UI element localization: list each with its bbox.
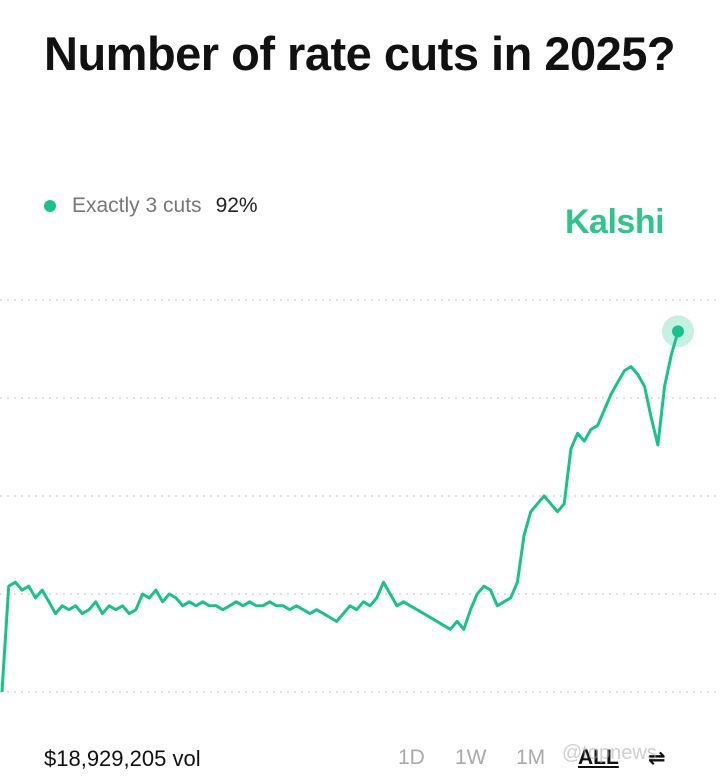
legend-series-label: Exactly 3 cuts (72, 194, 202, 217)
range-all-button[interactable]: ALL (578, 746, 619, 769)
endpoint-marker (672, 325, 684, 338)
range-1d-button[interactable]: 1D (398, 746, 425, 769)
price-chart[interactable] (0, 280, 720, 700)
range-1m-button[interactable]: 1M (516, 746, 546, 769)
legend-series-value: 92% (215, 194, 258, 217)
brand-logo: Kalshi (565, 203, 665, 241)
chart-series (0, 330, 680, 693)
page-title: Number of rate cuts in 2025? (44, 27, 676, 80)
chart-endpoint (662, 315, 694, 348)
time-range-selector: 1D 1W 1M ALL ⇌ (0, 746, 720, 776)
chart-settings-icon[interactable]: ⇌ (648, 747, 666, 770)
range-1w-button[interactable]: 1W (455, 746, 487, 769)
chart-legend: Exactly 3 cuts 92% (44, 194, 258, 218)
watermark-text: @topnews (562, 742, 657, 764)
series-line (0, 330, 680, 693)
series-dot-icon (44, 200, 56, 212)
volume-label: $18,929,205 vol (44, 746, 201, 771)
chart-grid (0, 299, 720, 693)
